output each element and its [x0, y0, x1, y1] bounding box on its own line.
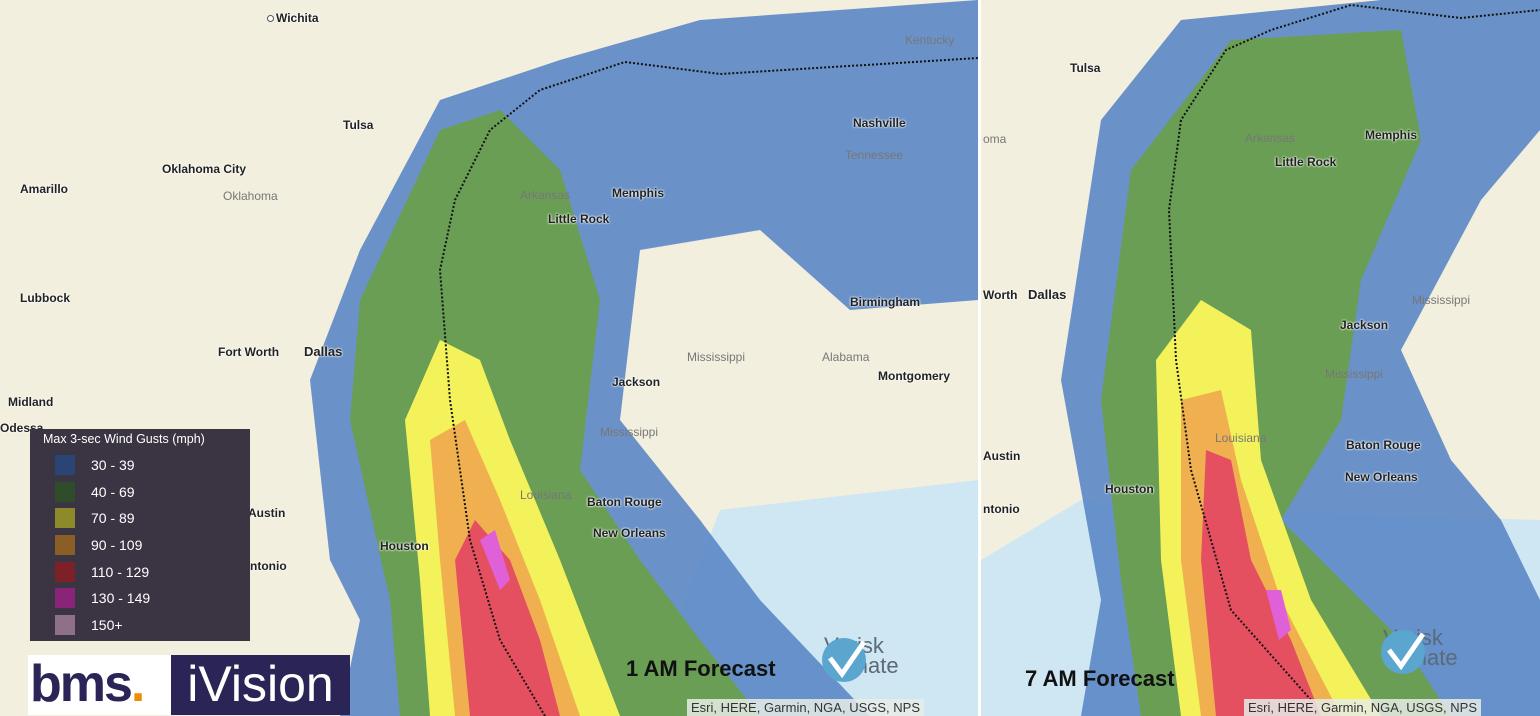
legend-swatch [55, 508, 75, 529]
map-attribution: Esri, HERE, Garmin, NGA, USGS, NPS [687, 699, 924, 716]
state-label: Mississippi [1325, 367, 1384, 381]
city-label: Jackson [612, 375, 661, 389]
map-panel-7am[interactable]: Tulsa oma Little Rock Memphis Worth Dall… [981, 0, 1540, 716]
swath-110-129 [1201, 450, 1321, 716]
state-label: Oklahoma [223, 189, 278, 203]
city-label: Baton Rouge [587, 495, 662, 509]
legend-label: 150+ [91, 616, 123, 633]
verisk-climate-logo: VeriskClimate [1379, 627, 1458, 674]
verisk-check-icon [1381, 630, 1426, 674]
legend-item: 70 - 89 [55, 505, 250, 532]
map-attribution: Esri, HERE, Garmin, NGA, USGS, NPS [1244, 699, 1481, 716]
city-label: Houston [380, 539, 429, 553]
city-label: Tulsa [343, 118, 374, 132]
legend-swatch [55, 561, 75, 582]
bms-ivision-logo: bms. iVision [28, 655, 350, 715]
state-label: Mississippi [687, 350, 746, 364]
city-label: Oklahoma City [162, 162, 247, 176]
city-label: Little Rock [1275, 155, 1337, 169]
storm-track [1167, 3, 1540, 701]
swath-130-149 [1266, 590, 1291, 640]
forecast-label: 1 AM Forecast [626, 656, 776, 681]
city-label: New Orleans [593, 526, 666, 540]
verisk-check-icon [822, 638, 867, 682]
city-label: Amarillo [20, 182, 69, 196]
city-label: Memphis [612, 186, 665, 200]
city-label: Nashville [853, 116, 906, 130]
state-label: Louisiana [520, 488, 572, 502]
city-label: Fort Worth [218, 345, 280, 359]
legend-swatch [55, 614, 75, 635]
legend-label: 30 - 39 [91, 457, 135, 474]
legend-item: 40 - 69 [55, 479, 250, 506]
legend-label: 90 - 109 [91, 537, 143, 554]
legend-item: 130 - 149 [55, 585, 250, 612]
city-label: Birmingham [850, 295, 921, 309]
legend-swatch [55, 535, 75, 556]
legend-label: 130 - 149 [91, 590, 151, 607]
city-label: Dallas [304, 344, 343, 359]
legend-item: 30 - 39 [55, 452, 250, 479]
forecast-label: 7 AM Forecast [1025, 666, 1175, 691]
legend-swatch [55, 455, 75, 476]
state-label: oma [983, 132, 1007, 146]
legend-title: Max 3-sec Wind Gusts (mph) [43, 432, 205, 446]
city-label: Tulsa [1070, 61, 1101, 75]
state-label: Arkansas [1245, 131, 1296, 145]
city-label: Midland [8, 395, 54, 409]
map-panel-1am[interactable]: Wichita Tulsa Oklahoma City Amarillo Lub… [0, 0, 978, 716]
city-label: Montgomery [878, 369, 950, 383]
legend-item: 90 - 109 [55, 532, 250, 559]
city-label: Houston [1105, 482, 1154, 496]
state-label: Tennessee [845, 148, 904, 162]
legend-label: 40 - 69 [91, 483, 135, 500]
wind-swath-map [981, 0, 1540, 716]
storm-track [438, 57, 978, 716]
city-label: Little Rock [548, 212, 610, 226]
city-label: Lubbock [20, 291, 70, 305]
city-label: Wichita [267, 11, 319, 25]
city-label: Dallas [1028, 287, 1067, 302]
legend-swatch [55, 588, 75, 609]
state-label: Mississippi [1412, 293, 1471, 307]
state-label: Mississippi [600, 425, 659, 439]
legend-label: 70 - 89 [91, 510, 135, 527]
city-label: Austin [983, 449, 1021, 463]
wind-gust-legend: Max 3-sec Wind Gusts (mph) 30 - 39 40 - 6… [30, 429, 250, 641]
city-label: Jackson [1340, 318, 1389, 332]
state-label: Louisiana [1215, 431, 1267, 445]
city-label: Worth [983, 288, 1018, 302]
swath-130-149 [480, 530, 510, 590]
city-label: Baton Rouge [1346, 438, 1421, 452]
city-label: Memphis [1365, 128, 1418, 142]
legend-item: 150+ [55, 612, 250, 639]
legend-swatch [55, 481, 75, 502]
state-label: Kentucky [905, 33, 955, 47]
verisk-climate-logo: VeriskClimate [820, 635, 899, 682]
swath-110-129 [455, 520, 560, 716]
legend-label: 110 - 129 [91, 563, 150, 580]
city-label: Austin [248, 506, 286, 520]
legend-item: 110 - 129 [55, 558, 250, 585]
city-label: New Orleans [1345, 470, 1418, 484]
state-label: Alabama [822, 350, 870, 364]
state-label: Arkansas [520, 188, 571, 202]
wind-swath-map [310, 0, 978, 716]
city-label: ntonio [250, 559, 287, 573]
city-label: ntonio [983, 502, 1020, 516]
